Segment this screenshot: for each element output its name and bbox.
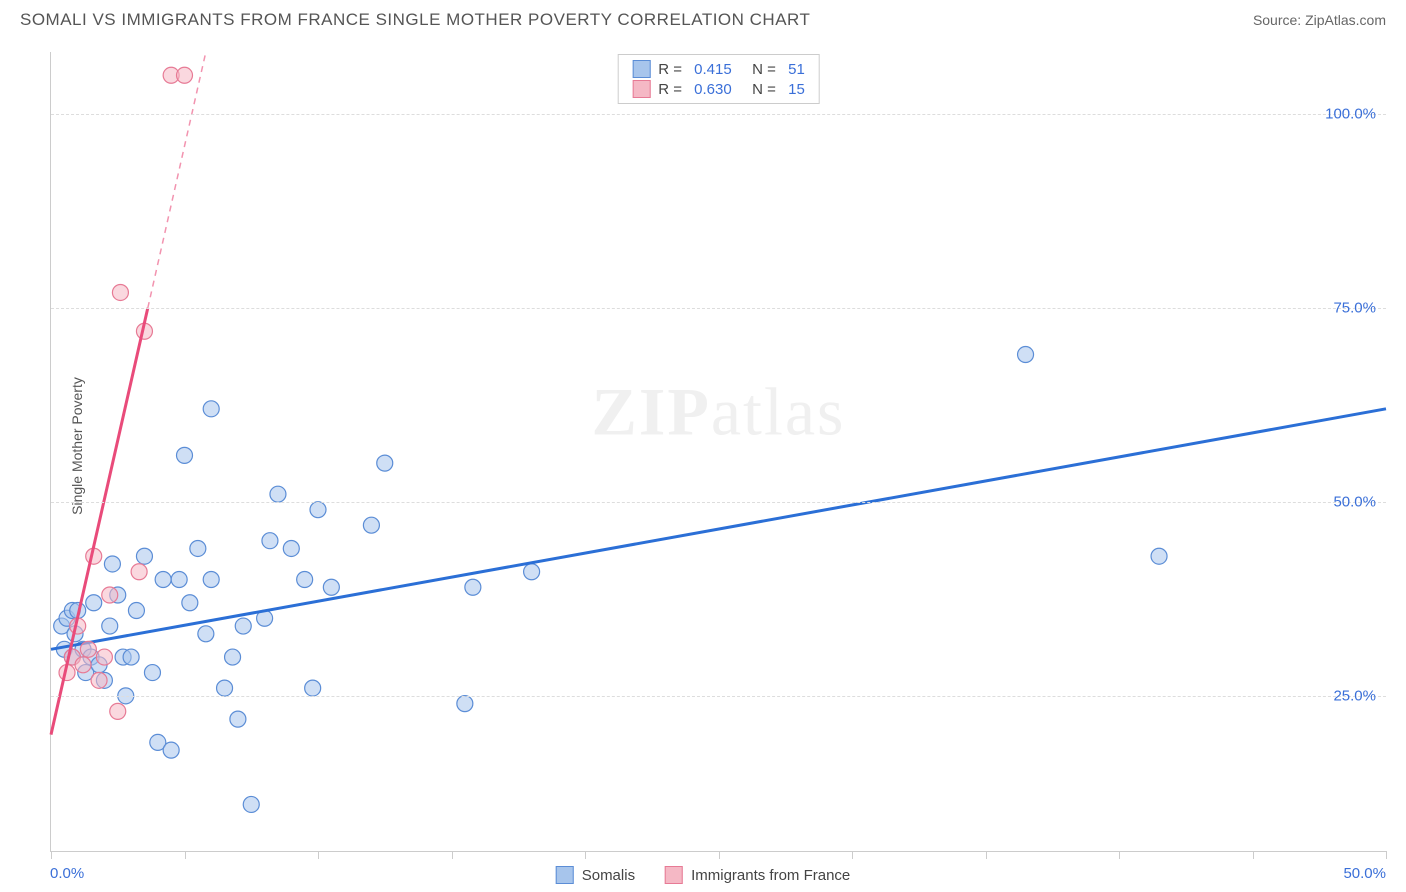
chart-source: Source: ZipAtlas.com	[1253, 12, 1386, 28]
data-point	[123, 649, 139, 665]
legend-series-item: Immigrants from France	[665, 866, 850, 884]
chart-header: SOMALI VS IMMIGRANTS FROM FRANCE SINGLE …	[0, 0, 1406, 40]
chart-title: SOMALI VS IMMIGRANTS FROM FRANCE SINGLE …	[20, 10, 810, 30]
legend-series-label: Immigrants from France	[691, 867, 850, 884]
x-tick	[1253, 851, 1254, 859]
y-tick-label: 75.0%	[1333, 299, 1376, 316]
data-point	[262, 533, 278, 549]
x-tick	[51, 851, 52, 859]
data-point	[203, 401, 219, 417]
gridline-h	[51, 502, 1386, 503]
scatter-svg	[51, 52, 1386, 851]
data-point	[110, 703, 126, 719]
data-point	[104, 556, 120, 572]
trend-line-dash	[148, 52, 206, 308]
data-point	[310, 502, 326, 518]
data-point	[270, 486, 286, 502]
legend-n-label: N =	[740, 81, 780, 98]
data-point	[144, 665, 160, 681]
data-point	[283, 540, 299, 556]
legend-stats-row: R = 0.630 N = 15	[618, 79, 819, 99]
legend-swatch	[665, 866, 683, 884]
data-point	[86, 595, 102, 611]
data-point	[457, 696, 473, 712]
data-point	[235, 618, 251, 634]
data-point	[136, 548, 152, 564]
data-point	[203, 571, 219, 587]
data-point	[323, 579, 339, 595]
data-point	[524, 564, 540, 580]
x-tick	[452, 851, 453, 859]
data-point	[182, 595, 198, 611]
x-tick	[852, 851, 853, 859]
legend-r-label: R =	[658, 81, 686, 98]
data-point	[1151, 548, 1167, 564]
data-point	[75, 657, 91, 673]
data-point	[163, 742, 179, 758]
x-tick	[719, 851, 720, 859]
data-point	[171, 571, 187, 587]
gridline-h	[51, 308, 1386, 309]
legend-n-value: 51	[788, 61, 805, 78]
legend-n-value: 15	[788, 81, 805, 98]
data-point	[243, 796, 259, 812]
data-point	[305, 680, 321, 696]
x-tick-label: 50.0%	[1343, 865, 1386, 882]
legend-stats: R = 0.415 N = 51R = 0.630 N = 15	[617, 54, 820, 104]
x-tick	[1386, 851, 1387, 859]
y-tick-label: 50.0%	[1333, 493, 1376, 510]
data-point	[91, 672, 107, 688]
data-point	[225, 649, 241, 665]
legend-swatch	[632, 80, 650, 98]
legend-r-value: 0.415	[694, 61, 732, 78]
plot-area: ZIPatlas R = 0.415 N = 51R = 0.630 N = 1…	[50, 52, 1386, 852]
data-point	[102, 587, 118, 603]
data-point	[363, 517, 379, 533]
data-point	[465, 579, 481, 595]
data-point	[112, 284, 128, 300]
data-point	[155, 571, 171, 587]
data-point	[217, 680, 233, 696]
legend-series-item: Somalis	[556, 866, 635, 884]
data-point	[297, 571, 313, 587]
data-point	[377, 455, 393, 471]
x-tick	[1119, 851, 1120, 859]
legend-r-label: R =	[658, 61, 686, 78]
data-point	[198, 626, 214, 642]
gridline-h	[51, 696, 1386, 697]
x-tick	[185, 851, 186, 859]
y-tick-label: 100.0%	[1325, 106, 1376, 123]
legend-series-label: Somalis	[582, 867, 635, 884]
legend-series: Somalis Immigrants from France	[556, 866, 851, 884]
data-point	[80, 641, 96, 657]
data-point	[190, 540, 206, 556]
data-point	[102, 618, 118, 634]
y-tick-label: 25.0%	[1333, 687, 1376, 704]
data-point	[131, 564, 147, 580]
x-tick-label: 0.0%	[50, 865, 84, 882]
data-point	[1018, 347, 1034, 363]
legend-n-label: N =	[740, 61, 780, 78]
legend-swatch	[556, 866, 574, 884]
data-point	[96, 649, 112, 665]
x-tick	[585, 851, 586, 859]
x-tick	[318, 851, 319, 859]
legend-r-value: 0.630	[694, 81, 732, 98]
legend-swatch	[632, 60, 650, 78]
legend-stats-row: R = 0.415 N = 51	[618, 59, 819, 79]
data-point	[128, 603, 144, 619]
data-point	[177, 447, 193, 463]
gridline-h	[51, 114, 1386, 115]
data-point	[230, 711, 246, 727]
data-point	[177, 67, 193, 83]
x-tick	[986, 851, 987, 859]
trend-line	[51, 409, 1386, 649]
